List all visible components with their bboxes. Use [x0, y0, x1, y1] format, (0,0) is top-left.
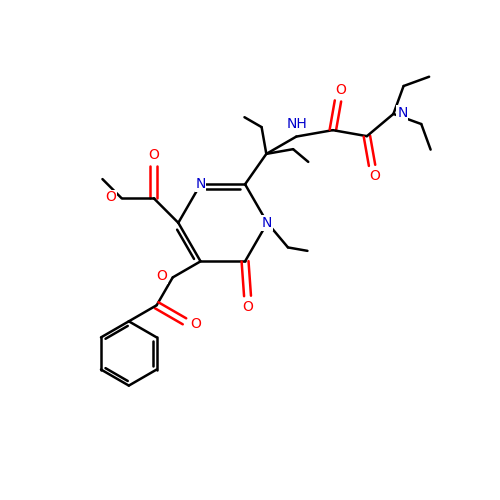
Text: N: N [262, 216, 272, 230]
Text: O: O [335, 83, 346, 97]
Text: O: O [148, 148, 160, 162]
Text: N: N [196, 178, 205, 192]
Text: O: O [190, 317, 201, 331]
Text: O: O [106, 190, 117, 204]
Text: O: O [242, 300, 253, 314]
Text: O: O [369, 169, 380, 183]
Text: NH: NH [287, 117, 308, 131]
Text: O: O [156, 270, 168, 283]
Text: N: N [397, 106, 407, 120]
